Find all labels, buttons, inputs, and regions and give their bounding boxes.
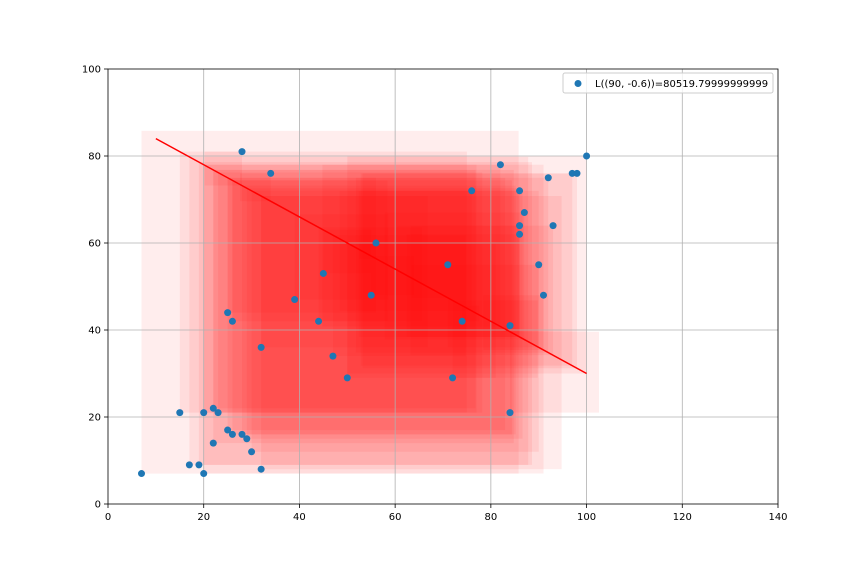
axes-layer: 0 20 40 60 80 100 120 140 0 20 40 60 80 100 [82, 65, 788, 524]
x-tick-label: 140 [768, 512, 787, 523]
data-point [209, 439, 217, 447]
data-point [228, 430, 236, 438]
data-point [343, 374, 351, 382]
residual-square [358, 243, 376, 259]
data-point [224, 426, 232, 434]
regression-line-layer [155, 137, 587, 375]
legend: L((90, -0.6))=80519.79999999999 [562, 72, 774, 94]
data-point [516, 187, 524, 195]
data-point [468, 187, 476, 195]
y-tick-label: 20 [88, 413, 101, 424]
x-tick-label: 20 [197, 512, 210, 523]
y-tick-label: 100 [82, 65, 101, 76]
data-point [185, 461, 193, 469]
data-point [228, 317, 236, 325]
data-point [257, 343, 265, 351]
data-point [516, 222, 524, 230]
y-tick-label: 80 [88, 152, 101, 163]
data-point [214, 409, 222, 417]
y-tick-label: 60 [88, 239, 101, 250]
data-point [267, 169, 275, 177]
data-point [516, 230, 524, 238]
data-point [200, 470, 208, 478]
x-tick-label: 60 [389, 512, 402, 523]
grid-layer [108, 69, 778, 504]
residual-square [462, 305, 480, 322]
data-point [257, 465, 265, 473]
residual-square [503, 325, 510, 332]
data-point [458, 317, 466, 325]
data-point [506, 322, 514, 330]
data-points-layer [138, 148, 591, 478]
data-point [367, 291, 375, 299]
data-point [200, 409, 208, 417]
data-point [444, 261, 452, 269]
data-point [568, 169, 576, 177]
data-point [540, 291, 547, 299]
data-point [291, 296, 299, 304]
data-point [319, 269, 327, 277]
data-point [248, 448, 256, 456]
y-tick-label: 40 [88, 326, 101, 337]
legend-label: L((90, -0.6))=80519.79999999999 [595, 79, 768, 90]
data-point [238, 430, 246, 438]
data-point [573, 169, 581, 177]
residual-square [347, 156, 587, 374]
x-tick-label: 0 [105, 512, 111, 523]
x-tick-label: 40 [293, 512, 306, 523]
x-tick-label: 80 [484, 512, 497, 523]
data-point [209, 404, 217, 412]
data-point [138, 470, 145, 478]
legend-marker [574, 80, 582, 87]
data-point [583, 152, 591, 160]
legend-box [562, 72, 774, 94]
residual-squares-layer [141, 130, 599, 474]
data-point [195, 461, 203, 469]
data-point [449, 374, 457, 382]
data-point [243, 435, 251, 443]
data-point [238, 148, 246, 156]
x-tick-label: 120 [673, 512, 692, 523]
data-point [372, 239, 380, 247]
plot-frame [107, 68, 779, 505]
regression-line [155, 137, 587, 375]
data-point [544, 174, 552, 182]
data-point [329, 352, 337, 360]
data-point [496, 161, 504, 169]
data-point [176, 409, 184, 417]
data-point [535, 261, 543, 269]
data-point [224, 309, 232, 317]
data-point [506, 409, 514, 417]
data-point [520, 209, 528, 217]
data-point [549, 222, 557, 230]
x-tick-label: 100 [577, 512, 596, 523]
y-tick-label: 0 [95, 500, 101, 511]
data-point [315, 317, 323, 325]
